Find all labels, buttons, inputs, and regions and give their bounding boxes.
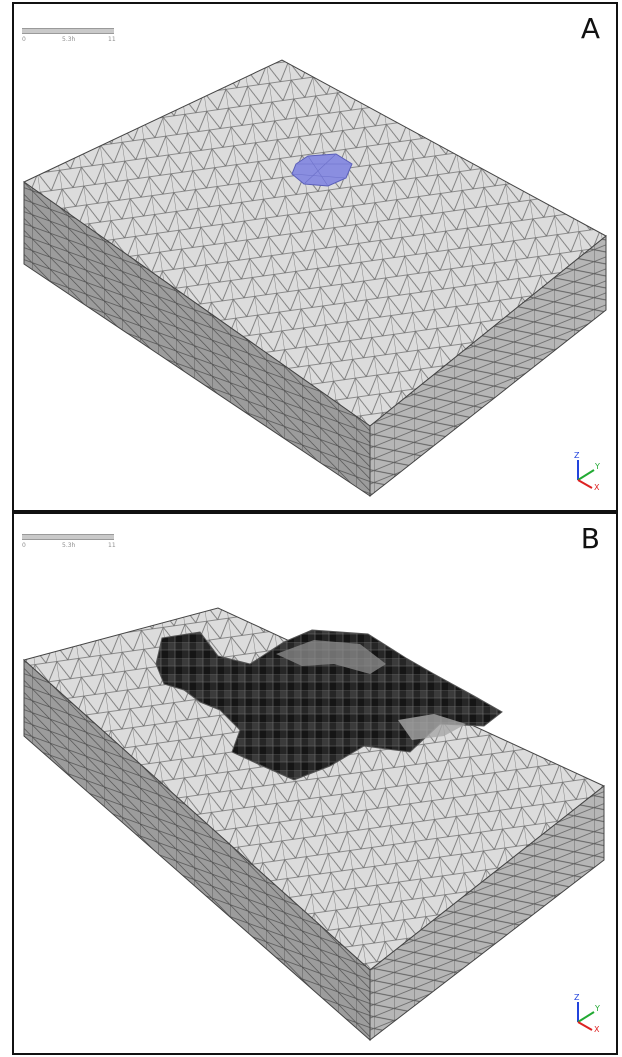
axis-y-line: [577, 469, 595, 481]
axis-x-line: [577, 479, 593, 489]
scale-bar-line: [22, 534, 114, 540]
axis-y-line: [577, 1011, 595, 1023]
mesh-block-a: [23, 59, 607, 498]
scale-tick-mid: 5.3h: [62, 36, 76, 43]
axis-z-label: Z: [574, 993, 580, 1002]
panel-letter-a: A: [580, 12, 600, 45]
axis-triad-b: Z Y X: [574, 993, 600, 1034]
axis-x-line: [577, 1021, 593, 1031]
mesh-block-b: [22, 607, 605, 1042]
axis-y-label: Y: [594, 1004, 600, 1013]
mesh-right-face: [369, 784, 605, 1042]
scale-tick-mid: 5.3h: [62, 542, 76, 549]
panel-letter-b: B: [580, 522, 600, 555]
cavity-rim-shade: [398, 714, 466, 740]
axis-x-label: X: [594, 1025, 600, 1034]
scale-tick-start: 0: [22, 36, 26, 43]
axis-z-label: Z: [574, 451, 580, 460]
scale-tick-start: 0: [22, 542, 26, 549]
axis-x-label: X: [594, 483, 600, 492]
cavity-rim-light: [276, 640, 386, 674]
mesh-right-face: [369, 234, 607, 498]
scale-tick-end: 11: [108, 542, 116, 549]
scale-bar-line: [22, 28, 114, 34]
scale-bar: 0 5.3h 11: [22, 532, 132, 562]
scale-tick-end: 11: [108, 36, 116, 43]
axis-triad-a: Z Y X: [574, 451, 600, 492]
scale-bar: 0 5.3h 11: [22, 26, 132, 56]
panel-a: 0 5.3h 11 A: [12, 2, 618, 512]
axis-y-label: Y: [594, 462, 600, 471]
panel-b: 0 5.3h 11 B: [12, 512, 618, 1055]
